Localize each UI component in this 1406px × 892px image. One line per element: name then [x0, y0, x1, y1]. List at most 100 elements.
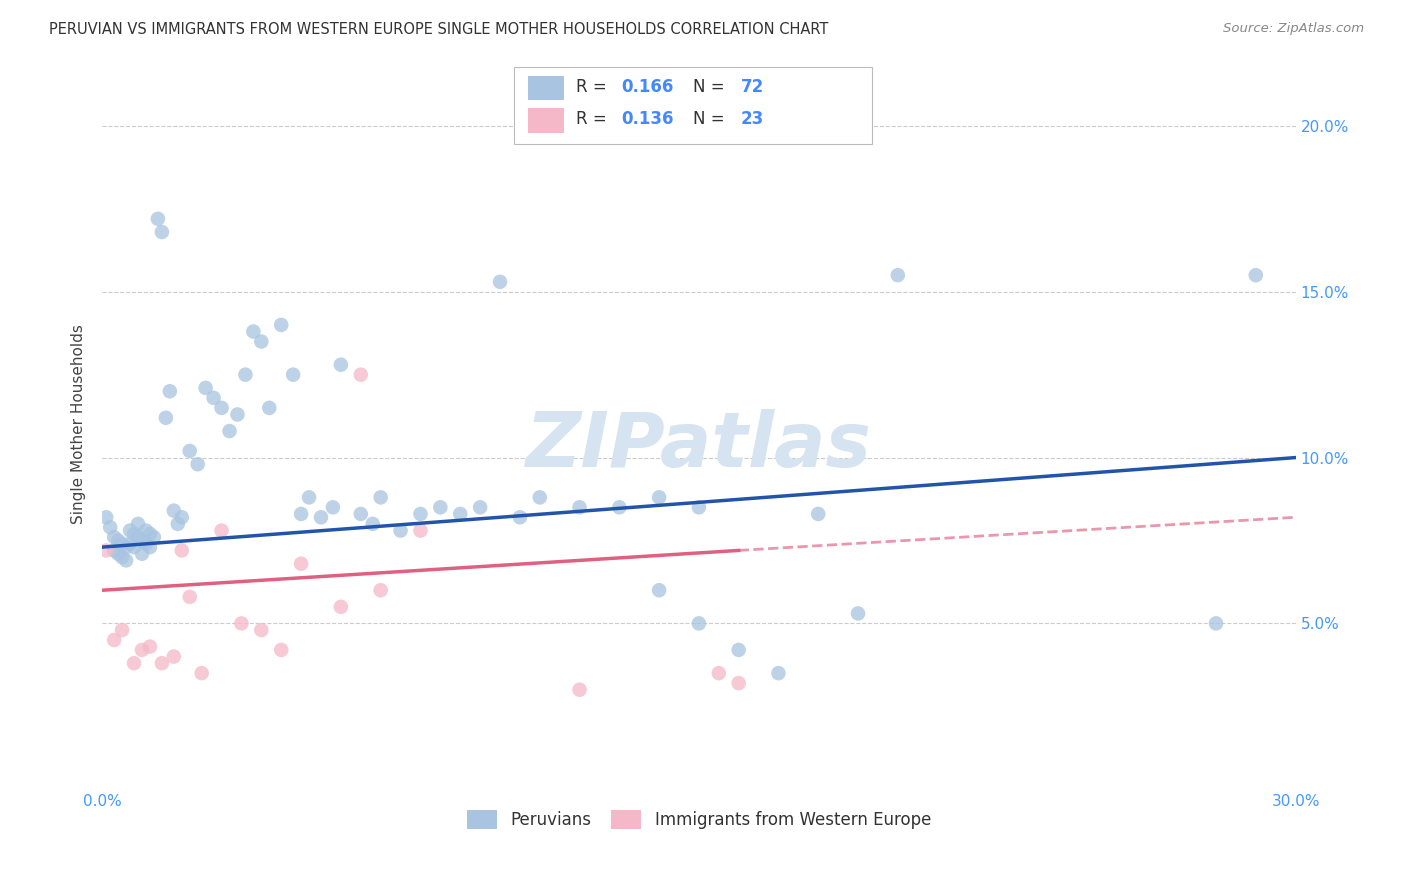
Point: [115, 553, 138, 567]
Point: [350, 507, 373, 521]
Point: [250, 334, 273, 349]
Point: [1205, 616, 1227, 631]
Point: [727, 643, 749, 657]
Point: [309, 510, 332, 524]
Point: [122, 540, 145, 554]
Point: [211, 524, 233, 538]
Point: [449, 507, 471, 521]
Point: [179, 590, 201, 604]
Point: [211, 401, 233, 415]
Point: [111, 550, 134, 565]
Point: [270, 643, 292, 657]
Point: [103, 530, 125, 544]
Point: [120, 524, 142, 538]
Point: [155, 410, 177, 425]
Point: [409, 524, 432, 538]
Point: [107, 533, 129, 548]
Point: [283, 368, 305, 382]
Point: [707, 666, 730, 681]
Point: [290, 557, 312, 571]
Point: [163, 503, 186, 517]
Point: [235, 368, 257, 382]
Point: [370, 491, 392, 505]
Point: [179, 444, 201, 458]
Point: [115, 540, 138, 554]
Point: [139, 526, 162, 541]
Point: [242, 325, 264, 339]
Text: 0.136: 0.136: [621, 111, 673, 128]
Point: [139, 540, 162, 554]
Text: R =: R =: [576, 111, 612, 128]
Text: 72: 72: [741, 78, 763, 95]
Point: [270, 318, 292, 332]
Point: [103, 632, 125, 647]
Point: [135, 524, 157, 538]
Point: [146, 211, 169, 226]
Point: [259, 401, 281, 415]
Point: [529, 491, 551, 505]
Point: [250, 623, 273, 637]
Point: [170, 510, 193, 524]
Point: [688, 616, 710, 631]
Text: ZIPatlas: ZIPatlas: [526, 409, 872, 483]
Text: N =: N =: [693, 111, 730, 128]
Point: [329, 358, 352, 372]
Point: [107, 547, 129, 561]
Point: [807, 507, 830, 521]
Point: [120, 537, 142, 551]
Point: [389, 524, 412, 538]
Point: [409, 507, 432, 521]
Point: [226, 408, 249, 422]
Point: [103, 543, 125, 558]
Point: [96, 543, 118, 558]
Point: [122, 656, 145, 670]
Point: [768, 666, 790, 681]
Point: [131, 533, 153, 548]
Point: [727, 676, 749, 690]
Point: [290, 507, 312, 521]
Point: [688, 500, 710, 515]
Point: [127, 516, 149, 531]
Point: [429, 500, 451, 515]
Point: [98, 520, 121, 534]
Point: [231, 616, 253, 631]
Point: [648, 583, 671, 598]
Point: [1244, 268, 1267, 282]
Point: [170, 543, 193, 558]
Point: [150, 225, 173, 239]
Point: [131, 547, 153, 561]
Y-axis label: Single Mother Households: Single Mother Households: [72, 325, 86, 524]
Text: R =: R =: [576, 78, 612, 95]
Point: [568, 500, 591, 515]
Point: [489, 275, 512, 289]
Point: [887, 268, 910, 282]
Point: [150, 656, 173, 670]
Text: Source: ZipAtlas.com: Source: ZipAtlas.com: [1223, 22, 1364, 36]
Point: [139, 640, 162, 654]
Point: [361, 516, 384, 531]
Point: [322, 500, 344, 515]
FancyBboxPatch shape: [515, 67, 872, 144]
Point: [190, 666, 212, 681]
Point: [111, 623, 134, 637]
Point: [350, 368, 373, 382]
Legend: Peruvians, Immigrants from Western Europe: Peruvians, Immigrants from Western Europ…: [460, 803, 938, 836]
Point: [142, 530, 165, 544]
Point: [509, 510, 531, 524]
Point: [218, 424, 240, 438]
Point: [163, 649, 186, 664]
Point: [135, 537, 157, 551]
Point: [370, 583, 392, 598]
Point: [607, 500, 630, 515]
Text: N =: N =: [693, 78, 730, 95]
Point: [846, 607, 869, 621]
Point: [159, 384, 181, 399]
Text: 23: 23: [741, 111, 763, 128]
Point: [131, 643, 153, 657]
Point: [96, 510, 118, 524]
Text: PERUVIAN VS IMMIGRANTS FROM WESTERN EUROPE SINGLE MOTHER HOUSEHOLDS CORRELATION : PERUVIAN VS IMMIGRANTS FROM WESTERN EURO…: [49, 22, 828, 37]
Point: [329, 599, 352, 614]
Point: [468, 500, 491, 515]
Point: [298, 491, 321, 505]
Point: [111, 537, 134, 551]
